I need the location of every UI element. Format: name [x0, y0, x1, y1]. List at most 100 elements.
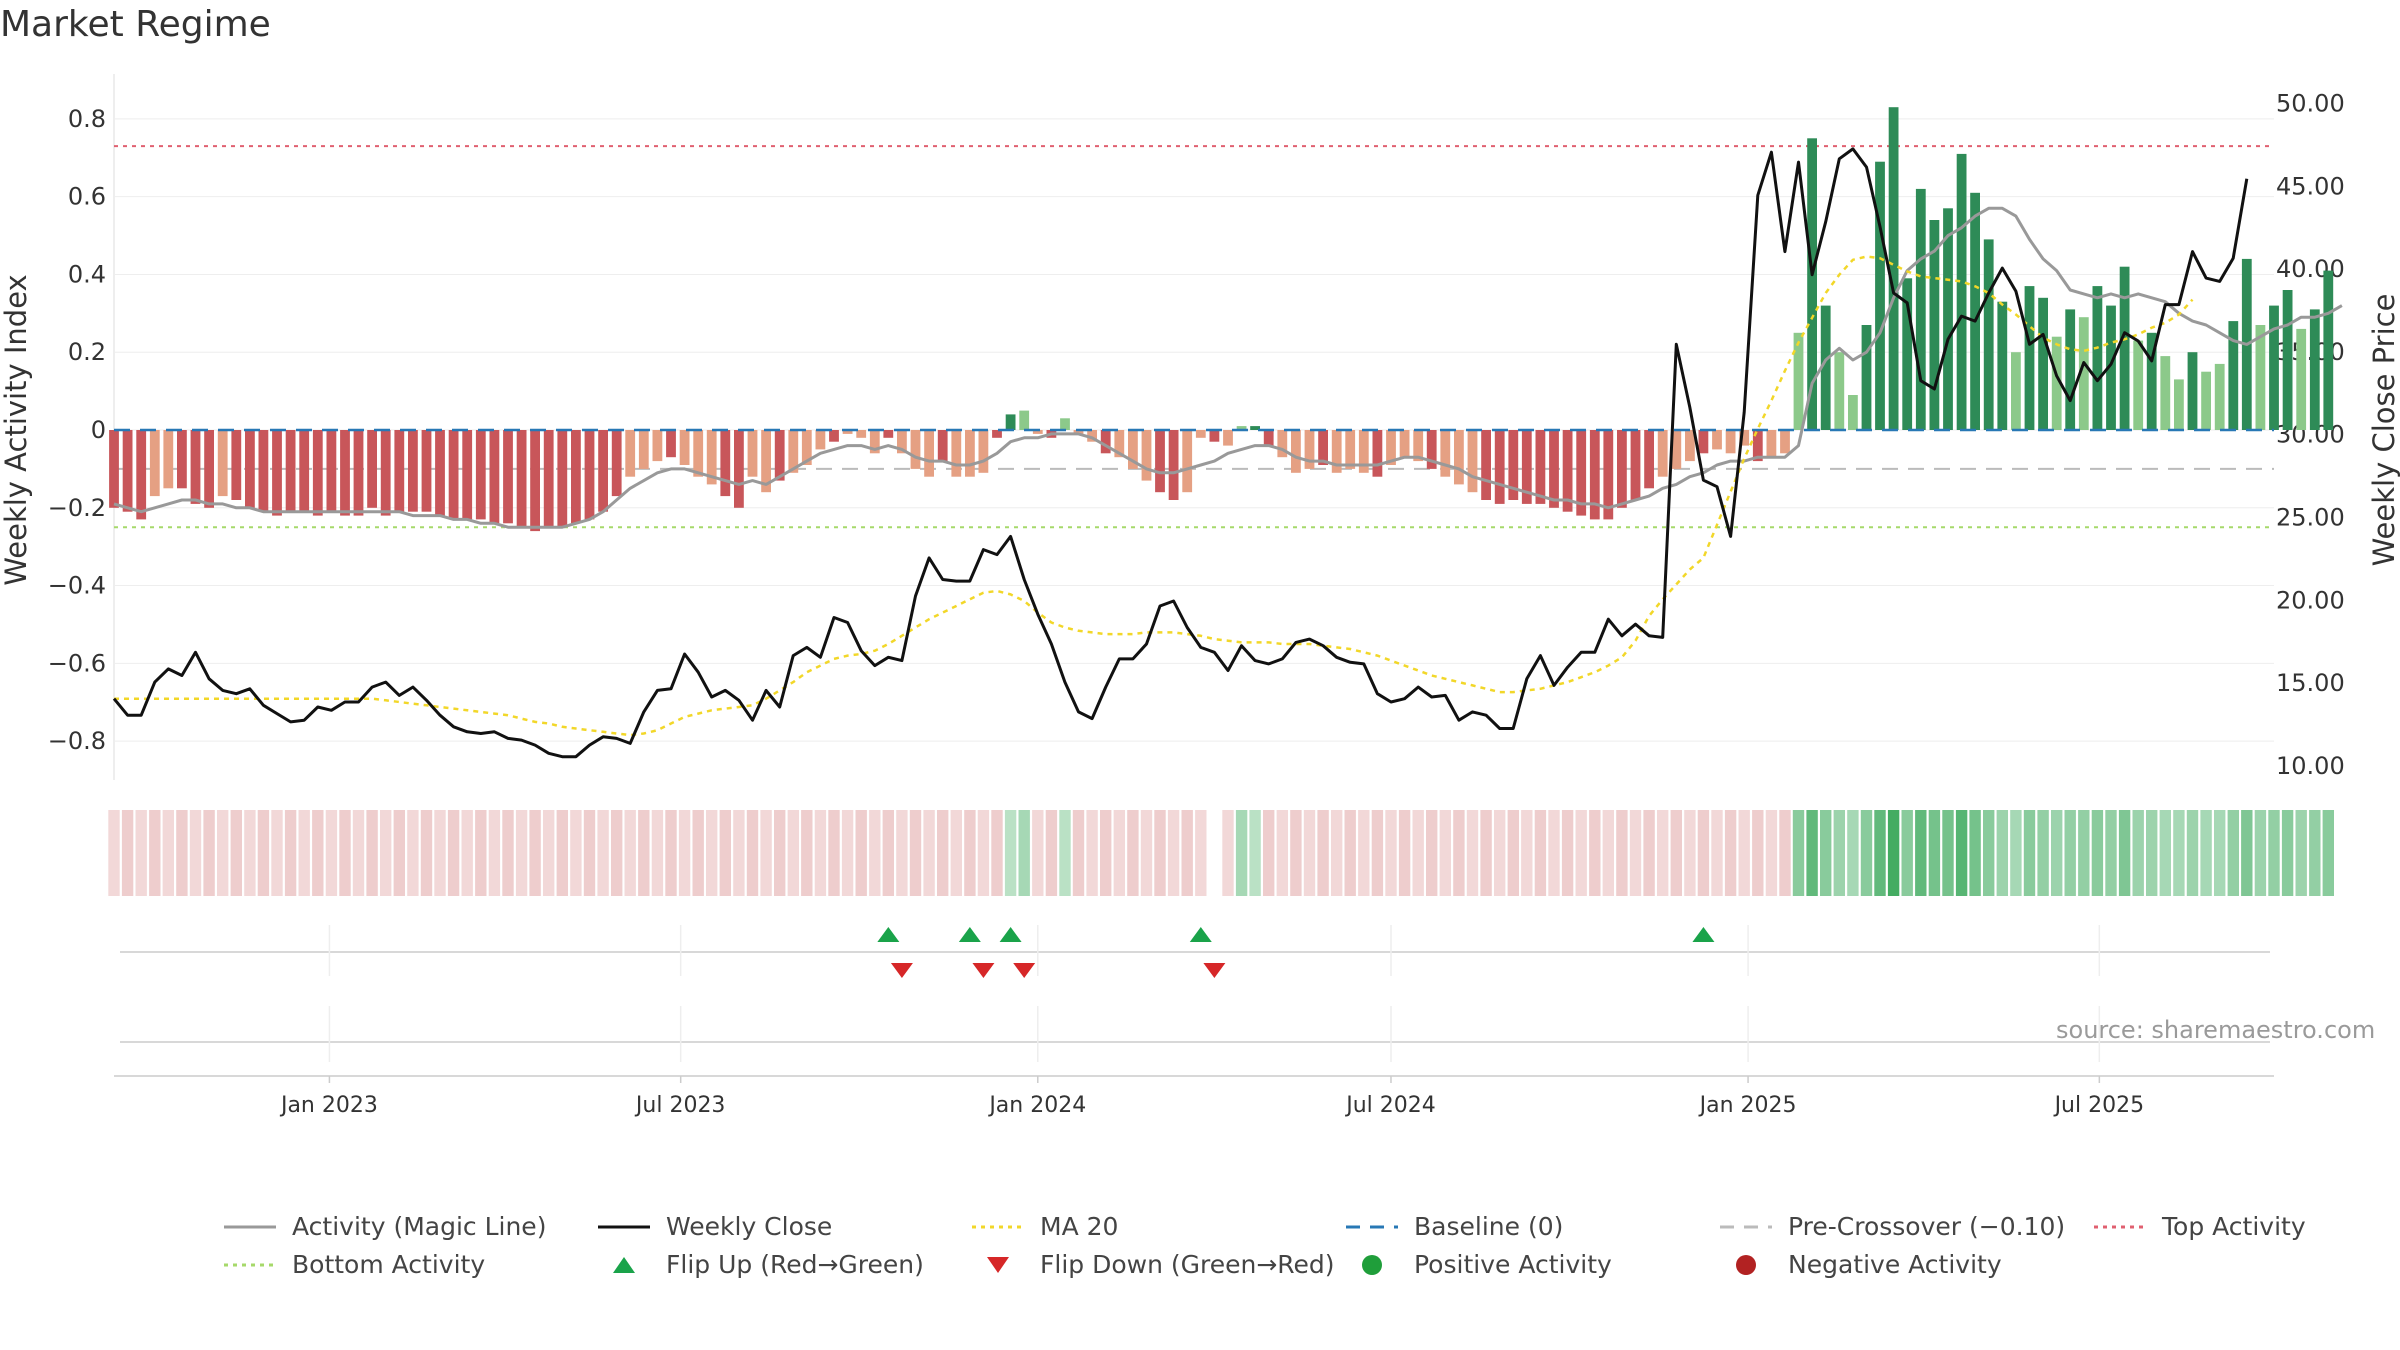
- activity-bar: [557, 430, 568, 528]
- legend-item: Pre-Crossover (−0.10): [1718, 1212, 2065, 1241]
- activity-bar: [1562, 430, 1573, 512]
- activity-bar: [163, 430, 174, 489]
- regime-strip-cell: [1711, 810, 1723, 896]
- activity-bar: [1929, 220, 1940, 430]
- activity-bar: [2255, 325, 2266, 430]
- activity-bar: [1915, 188, 1926, 430]
- activity-bar: [625, 430, 636, 477]
- chart-title: Market Regime: [0, 4, 271, 45]
- regime-strip-cell: [1127, 810, 1139, 896]
- activity-bar: [611, 430, 622, 497]
- regime-strip-cell: [2295, 810, 2307, 896]
- regime-strip-cell: [1276, 810, 1288, 896]
- regime-strip-cell: [1045, 810, 1058, 896]
- legend-swatch: [987, 1256, 1009, 1273]
- activity-bar: [2146, 332, 2157, 430]
- activity-bar: [1141, 430, 1152, 481]
- legend-swatch: [1736, 1254, 1756, 1275]
- regime-strip-cell: [1059, 810, 1071, 896]
- activity-bar: [1549, 430, 1559, 508]
- activity-bar: [204, 430, 214, 508]
- activity-bar: [937, 430, 948, 462]
- chart-legend: Activity (Magic Line) Weekly Close MA 20 Ba…: [0, 1200, 2400, 1290]
- regime-strip-cell: [665, 810, 677, 896]
- activity-bar: [1970, 192, 1980, 430]
- activity-bar: [2214, 363, 2225, 430]
- flip-up-marker: [958, 927, 981, 942]
- regime-strip-cell: [570, 810, 582, 896]
- regime-strip-cell: [1317, 810, 1329, 896]
- activity-bar: [1875, 161, 1885, 430]
- activity-bar: [2106, 305, 2116, 430]
- activity-bar: [720, 430, 731, 497]
- activity-bar: [2092, 286, 2103, 430]
- left-tick-label: −0.8: [48, 727, 106, 755]
- activity-bar: [978, 430, 989, 473]
- activity-bar: [258, 430, 269, 512]
- activity-bar: [734, 430, 744, 508]
- legend-item: Bottom Activity: [222, 1250, 485, 1279]
- activity-bar: [1005, 414, 1016, 430]
- activity-bar: [1521, 430, 1532, 504]
- activity-bar: [2011, 352, 2021, 430]
- regime-strip-cell: [284, 810, 297, 896]
- right-axis-label: Weekly Close Price: [2367, 294, 2400, 567]
- regime-strip-cell: [1602, 810, 1614, 896]
- left-tick-label: −0.6: [48, 649, 106, 677]
- legend-swatch-shape: [1362, 1254, 1382, 1275]
- regime-strip-cell: [1344, 810, 1356, 896]
- activity-bar: [1943, 208, 1953, 430]
- activity-bar: [1603, 430, 1614, 520]
- regime-strip-cell: [135, 810, 147, 896]
- regime-strip-cell: [176, 810, 188, 896]
- regime-strip-cell: [257, 810, 270, 896]
- regime-strip-cell: [692, 810, 704, 896]
- x-tick-label: Jan 2024: [987, 1093, 1086, 1118]
- regime-strip-cell: [746, 810, 759, 896]
- regime-strip-cell: [1697, 810, 1710, 896]
- regime-strip-cell: [1494, 810, 1506, 896]
- activity-bar: [788, 430, 799, 473]
- activity-bar: [2228, 321, 2239, 430]
- x-tick-label: Jan 2025: [1698, 1093, 1797, 1118]
- x-tick-label: Jul 2025: [2053, 1093, 2145, 1118]
- activity-bar: [394, 430, 405, 512]
- regime-strip-cell: [611, 810, 623, 896]
- regime-strip-cell: [1466, 810, 1479, 896]
- legend-swatch: [224, 1263, 276, 1266]
- activity-bar: [245, 430, 255, 508]
- regime-strip-cell: [923, 810, 935, 896]
- activity-bar: [652, 430, 663, 462]
- activity-bar: [666, 430, 676, 458]
- activity-bar: [1739, 430, 1750, 446]
- regime-strip-cell: [1181, 810, 1193, 896]
- regime-strip-cell: [1779, 810, 1791, 896]
- activity-bar: [1100, 430, 1111, 454]
- right-tick-label: 20.00: [2276, 586, 2345, 614]
- regime-strip-cell: [2173, 810, 2185, 896]
- regime-strip-cell: [162, 810, 174, 896]
- regime-strip-cell: [1548, 810, 1560, 896]
- regime-strip-cell: [121, 810, 134, 896]
- activity-bar: [2296, 328, 2307, 430]
- activity-bar: [869, 430, 880, 454]
- legend-swatch-shape: [987, 1256, 1009, 1273]
- regime-strip-cell: [244, 810, 256, 896]
- activity-bar: [231, 430, 242, 500]
- flip-up-marker: [999, 927, 1022, 942]
- regime-strip-cell: [719, 810, 731, 896]
- regime-strip-cell: [1928, 810, 1941, 896]
- activity-bar: [2174, 379, 2184, 430]
- left-tick-label: 0: [91, 416, 106, 444]
- regime-strip-cell: [1290, 810, 1302, 896]
- regime-strip-cell: [1371, 810, 1384, 896]
- regime-strip-cell: [1860, 810, 1873, 896]
- flip-up-marker: [1692, 927, 1715, 942]
- flip-down-marker: [1013, 963, 1036, 978]
- regime-strip-cell: [909, 810, 922, 896]
- regime-strip-cell: [1358, 810, 1370, 896]
- regime-strip-cell: [203, 810, 215, 896]
- regime-strip-cell: [2241, 810, 2253, 896]
- legend-item: Weekly Close: [596, 1212, 832, 1241]
- regime-strip-cell: [1752, 810, 1764, 896]
